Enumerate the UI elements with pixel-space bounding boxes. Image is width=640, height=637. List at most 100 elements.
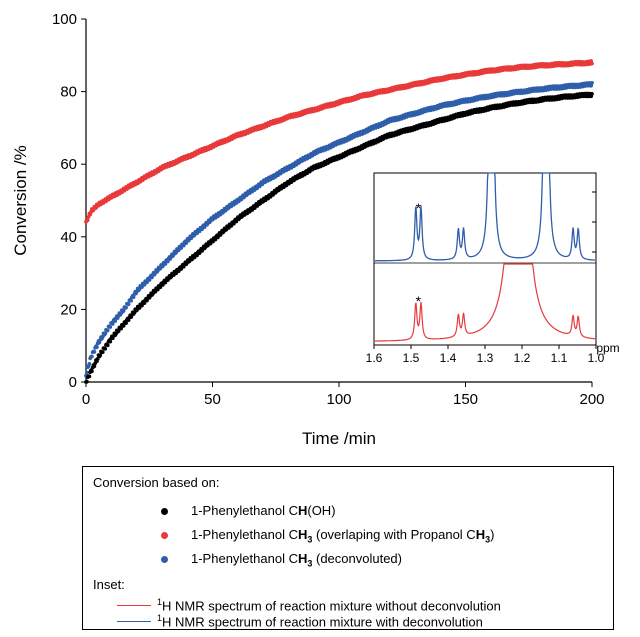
inset-frame: [373, 172, 597, 346]
legend-inset-heading: Inset:: [93, 577, 125, 592]
data-point: [155, 287, 160, 292]
legend-line-blue: [117, 621, 151, 622]
x-tick-label: 200: [579, 391, 604, 408]
x-tick-label: 150: [453, 391, 478, 408]
data-point: [87, 362, 92, 366]
data-point: [131, 295, 136, 300]
data-point: [87, 374, 92, 379]
data-point: [103, 346, 108, 351]
data-point: [92, 350, 97, 354]
y-tick-label: 20: [60, 301, 77, 318]
data-point: [110, 322, 115, 326]
legend-line-red: [117, 605, 151, 606]
inset-spectrum-blue: [375, 172, 595, 262]
legend-marker-black: [161, 508, 168, 515]
inset-annotation: *: [416, 200, 422, 216]
data-point: [89, 354, 94, 359]
data-point: [181, 243, 186, 248]
y-tick-label: 100: [52, 11, 77, 28]
x-tick-label: 100: [326, 391, 351, 408]
data-point: [142, 282, 147, 287]
legend-inset-label-red: 1H NMR spectrum of reaction mixture with…: [157, 597, 501, 614]
legend-label-ch-oh: 1-Phenylethanol CH(OH): [191, 503, 336, 518]
data-point: [103, 331, 108, 336]
data-point: [211, 239, 215, 244]
y-axis-label: Conversion /%: [11, 145, 30, 256]
data-point: [160, 264, 165, 269]
data-point: [153, 289, 158, 294]
inset-x-tick-label: 1.0: [588, 351, 605, 365]
inset-annotation: *: [416, 293, 422, 309]
data-point: [163, 262, 168, 266]
data-point: [229, 223, 234, 228]
inset-x-tick-label: 1.3: [477, 351, 494, 365]
data-point: [142, 301, 147, 306]
legend: Conversion based on: 1-Phenylethanol CH(…: [82, 466, 614, 630]
data-point: [94, 345, 99, 350]
data-point: [213, 237, 218, 242]
data-point: [105, 328, 110, 333]
data-point: [129, 298, 133, 303]
data-point: [124, 305, 128, 310]
data-point: [89, 369, 94, 374]
inset-x-tick-label: 1.6: [366, 351, 383, 365]
data-point: [137, 306, 142, 310]
inset-x-tick-label: 1.1: [551, 351, 568, 365]
inset-x-tick-label: 1.4: [440, 351, 457, 365]
inset-x-axis-label: ppm: [596, 341, 619, 355]
data-point: [160, 282, 165, 287]
data-point: [590, 91, 594, 96]
legend-marker-blue: [161, 556, 168, 563]
legend-marker-red: [161, 532, 168, 539]
y-tick-label: 0: [69, 374, 77, 391]
data-point: [121, 308, 126, 313]
data-point: [231, 221, 236, 226]
data-point: [184, 241, 189, 245]
data-point: [590, 81, 594, 85]
inset-x-tick-label: 1.5: [403, 351, 420, 365]
main-chart: 0 50 100 150 200 0 20 40 60 80 100 Time /min Convers…: [11, 11, 620, 448]
data-point: [140, 303, 144, 308]
inset-spectrum-red: [375, 263, 596, 342]
data-point: [92, 364, 97, 369]
data-point: [119, 326, 123, 331]
data-point: [100, 350, 105, 354]
y-tick-label: 40: [60, 229, 77, 246]
data-point: [121, 324, 126, 328]
data-point: [176, 248, 181, 253]
series-2: [84, 81, 594, 378]
data-point: [113, 319, 118, 323]
data-point: [84, 370, 89, 375]
x-tick-label: 50: [204, 391, 221, 408]
legend-inset-label-blue: 1H NMR spectrum of reaction mixture with…: [157, 613, 483, 630]
data-point: [94, 205, 98, 210]
data-point: [108, 339, 113, 344]
data-point: [126, 302, 131, 307]
series-1: [84, 59, 594, 224]
legend-label-ch3-overlap: 1-Phenylethanol CH3 (overlaping with Pro…: [191, 527, 495, 545]
main-plot-area: 0 50 100 150 200 0 20 40 60 80 100 Time /min Convers…: [11, 11, 605, 448]
data-point: [165, 259, 170, 264]
data-point: [179, 246, 184, 250]
data-point: [98, 353, 103, 358]
y-tick-label: 80: [60, 84, 77, 101]
series-0: [84, 91, 594, 384]
data-point: [85, 218, 90, 223]
x-axis-label: Time /min: [302, 429, 376, 448]
x-tick-label: 0: [82, 391, 90, 408]
data-point: [192, 255, 197, 260]
data-point: [195, 253, 199, 258]
data-point: [176, 269, 181, 274]
y-tick-label: 60: [60, 156, 77, 173]
data-point: [590, 61, 594, 66]
legend-label-ch3-deconv: 1-Phenylethanol CH3 (deconvoluted): [191, 551, 402, 569]
legend-heading: Conversion based on:: [93, 475, 220, 490]
data-point: [108, 325, 113, 329]
inset-x-tick-label: 1.2: [514, 351, 531, 365]
data-point: [124, 321, 128, 326]
data-point: [147, 278, 152, 282]
data-point: [158, 285, 163, 290]
data-point: [84, 379, 89, 384]
data-point: [145, 280, 149, 285]
